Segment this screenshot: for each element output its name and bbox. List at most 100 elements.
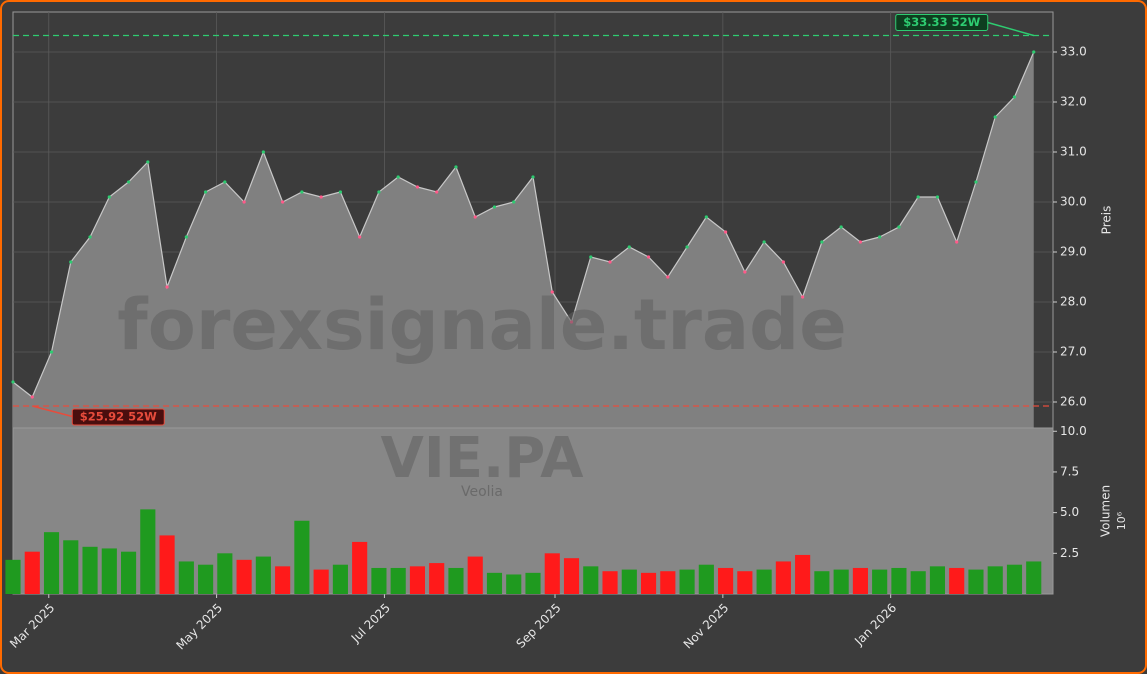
price-point (878, 235, 882, 239)
volume-bar (698, 564, 714, 594)
price-point (839, 225, 843, 229)
price-point (126, 180, 131, 184)
price-point (1032, 50, 1036, 54)
price-point (569, 320, 574, 324)
price-point (300, 190, 304, 194)
price-point (955, 240, 959, 244)
price-point (69, 260, 73, 264)
price-point (377, 190, 381, 194)
volume-bar (775, 561, 791, 594)
price-point (858, 240, 863, 244)
volume-bar (525, 572, 541, 594)
watermark-symbol: VIE.PA (381, 426, 585, 491)
hline-label: $25.92 52W (80, 410, 157, 424)
volume-bar (679, 569, 695, 594)
volume-bar (506, 574, 522, 594)
volume-scale: 10⁶ (1115, 511, 1128, 530)
volume-bar (63, 540, 79, 594)
volume-bar (968, 569, 984, 594)
price-point (435, 190, 439, 194)
price-point (531, 175, 535, 179)
volume-bar (910, 571, 926, 594)
volume-bar (949, 567, 965, 594)
volume-bar (82, 546, 98, 594)
volume-bar (756, 569, 772, 594)
price-point (338, 190, 343, 194)
volume-bar (140, 509, 156, 594)
price-point (281, 200, 285, 204)
hline-arrow (32, 405, 75, 418)
price-point (396, 175, 400, 179)
price-point (107, 195, 111, 199)
volume-bar (602, 571, 618, 594)
volume-bar (294, 520, 310, 594)
volume-bar (236, 559, 252, 594)
volume-bar (332, 564, 348, 594)
volume-bar (1026, 561, 1042, 594)
price-point (88, 235, 92, 239)
y-tick-label: 5.0 (1060, 505, 1079, 519)
volume-bar (891, 567, 907, 594)
volume-bar (198, 564, 214, 594)
price-point (473, 215, 477, 219)
price-point (454, 165, 458, 169)
volume-bar (120, 551, 137, 594)
price-point (223, 180, 227, 184)
y-tick-label: 26.0 (1060, 395, 1087, 409)
volume-bar (390, 567, 406, 594)
hline-label: $33.33 52W (903, 15, 980, 29)
y-axis-label: Preis (1100, 206, 1114, 235)
volume-bar (1006, 564, 1023, 594)
volume-bar (583, 566, 599, 594)
volume-bar (217, 553, 233, 594)
volume-bar (159, 535, 175, 594)
volume-bar (852, 567, 868, 594)
price-point (743, 270, 747, 274)
y-tick-label: 30.0 (1060, 195, 1087, 209)
volume-bar (43, 532, 60, 594)
price-point (415, 185, 420, 189)
price-point (685, 245, 689, 249)
price-point (589, 255, 593, 259)
volume-bar (352, 541, 368, 594)
y-tick-label: 28.0 (1060, 295, 1087, 309)
price-area (13, 52, 1034, 428)
volume-bar (640, 572, 657, 594)
price-point (762, 240, 766, 244)
volume-bar (24, 551, 40, 594)
volume-bar (5, 559, 21, 594)
hline-label-box (71, 408, 165, 426)
volume-bar (563, 558, 580, 594)
y-tick-label: 2.5 (1060, 546, 1079, 560)
price-point (30, 395, 34, 399)
y-tick-label: 33.0 (1060, 45, 1087, 59)
price-point (993, 115, 997, 119)
y-tick-label: 29.0 (1060, 245, 1087, 259)
volume-bar (987, 566, 1003, 594)
volume-bar (621, 569, 637, 594)
volume-bar (814, 571, 830, 594)
price-point (203, 190, 208, 194)
price-point (897, 225, 901, 229)
volume-bar (467, 556, 483, 594)
volume-bar (660, 571, 676, 594)
price-point (820, 240, 824, 244)
volume-bar (178, 561, 194, 594)
y-tick-label: 31.0 (1060, 145, 1087, 159)
hline-label-box (895, 14, 989, 31)
watermark: forexsignale.trade (117, 284, 846, 366)
volume-bar (718, 567, 734, 594)
price-point (492, 205, 497, 209)
volume-bar (371, 567, 387, 594)
price-point (974, 180, 978, 184)
price-point (1012, 95, 1017, 99)
price-point (49, 350, 54, 354)
volume-bar (795, 554, 811, 594)
volume-bar (737, 571, 753, 594)
price-point (146, 160, 150, 164)
volume-bar (544, 553, 560, 594)
volume-bar (101, 548, 117, 594)
y-axis-label: Volumen (1099, 485, 1113, 537)
volume-bar (872, 569, 888, 594)
